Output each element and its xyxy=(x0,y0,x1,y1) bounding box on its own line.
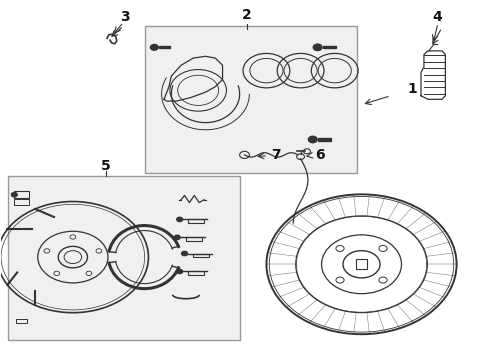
Bar xyxy=(188,271,203,275)
Circle shape xyxy=(176,269,182,274)
Bar xyxy=(14,199,29,205)
Text: 4: 4 xyxy=(431,10,441,24)
Circle shape xyxy=(308,136,317,143)
Circle shape xyxy=(176,217,182,222)
Circle shape xyxy=(11,193,17,197)
Text: 5: 5 xyxy=(101,159,110,173)
Bar xyxy=(193,253,208,257)
Text: 6: 6 xyxy=(315,148,324,162)
Circle shape xyxy=(150,44,158,50)
Circle shape xyxy=(181,251,187,256)
Bar xyxy=(185,237,201,240)
Circle shape xyxy=(313,44,322,50)
Bar xyxy=(356,259,366,269)
Text: 7: 7 xyxy=(271,148,281,162)
Bar xyxy=(159,46,169,48)
Circle shape xyxy=(174,235,180,239)
Text: 2: 2 xyxy=(242,8,251,22)
Bar xyxy=(16,319,27,323)
Bar xyxy=(144,26,356,173)
Text: 1: 1 xyxy=(407,82,417,95)
Bar xyxy=(8,176,239,339)
Bar xyxy=(322,46,335,48)
Bar xyxy=(14,192,29,198)
Bar xyxy=(317,138,330,140)
Bar xyxy=(188,220,203,223)
Text: 3: 3 xyxy=(120,10,130,24)
